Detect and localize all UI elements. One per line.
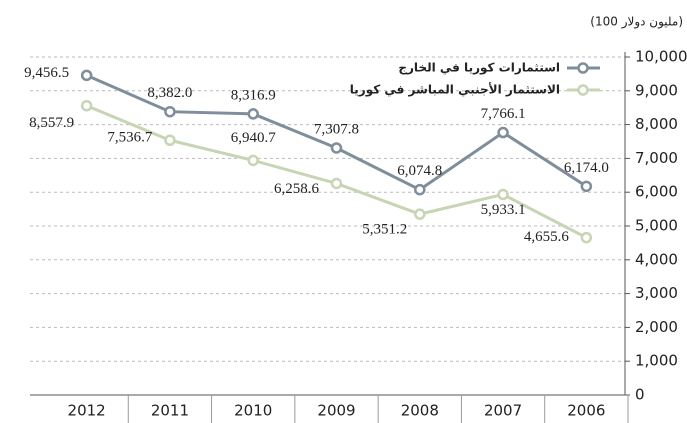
point	[580, 180, 593, 193]
y-tick-label: 4,000	[635, 250, 678, 268]
point	[330, 177, 343, 190]
y-tick-label: 6,000	[635, 183, 678, 201]
point	[414, 183, 426, 196]
point	[164, 105, 176, 118]
legend-marker	[577, 62, 589, 74]
point	[497, 126, 509, 139]
point	[497, 188, 509, 201]
x-tick-label: 2012	[68, 402, 106, 420]
y-tick-label: 1,000	[635, 352, 678, 370]
value-label: 6,174.0	[564, 160, 609, 176]
x-tick-label: 2007	[484, 402, 522, 420]
point	[80, 69, 93, 82]
legend-label: استثمارات كوريا في الخارج	[398, 61, 560, 76]
y-tick-label: 10,000	[635, 48, 687, 66]
y-tick-label: 3,000	[635, 284, 678, 302]
value-label: 6,074.8	[397, 163, 442, 179]
value-label: 8,316.9	[231, 87, 276, 103]
point	[247, 108, 259, 120]
value-label: 7,766.1	[481, 106, 526, 122]
value-label: 7,307.8	[314, 121, 359, 137]
legend-marker	[577, 84, 589, 96]
x-tick-label: 2010	[234, 402, 272, 420]
point	[247, 154, 259, 167]
y-tick-label: 9,000	[635, 81, 678, 99]
y-tick-label: 8,000	[635, 115, 678, 133]
value-label: 8,382.0	[147, 85, 192, 101]
y-tick-label: 0	[635, 386, 645, 404]
x-tick-label: 2009	[317, 402, 355, 420]
value-label: 5,933.1	[481, 202, 526, 218]
value-label: 4,655.6	[524, 229, 570, 245]
y-tick-label: 7,000	[635, 149, 678, 167]
value-label: 7,536.7	[107, 130, 153, 146]
point	[330, 142, 343, 154]
value-label: 6,258.6	[274, 181, 320, 197]
x-tick-label: 2006	[567, 402, 605, 420]
x-tick-label: 2011	[151, 402, 189, 420]
point	[414, 208, 426, 220]
y-tick-label: 5,000	[635, 217, 678, 235]
x-tick-label: 2008	[401, 402, 439, 420]
value-label: 5,351.2	[362, 222, 407, 238]
point	[164, 134, 176, 147]
value-label: 9,456.5	[24, 65, 69, 81]
point	[580, 231, 593, 244]
value-label: 6,940.7	[231, 130, 277, 146]
point	[80, 99, 93, 112]
value-label: 8,557.9	[29, 115, 74, 131]
legend-label: الاستثمار الأجنبي المباشر في كوريا	[350, 82, 560, 98]
y-tick-label: 2,000	[635, 318, 678, 336]
y-axis-label: (100 مليون دولار)	[590, 15, 683, 30]
